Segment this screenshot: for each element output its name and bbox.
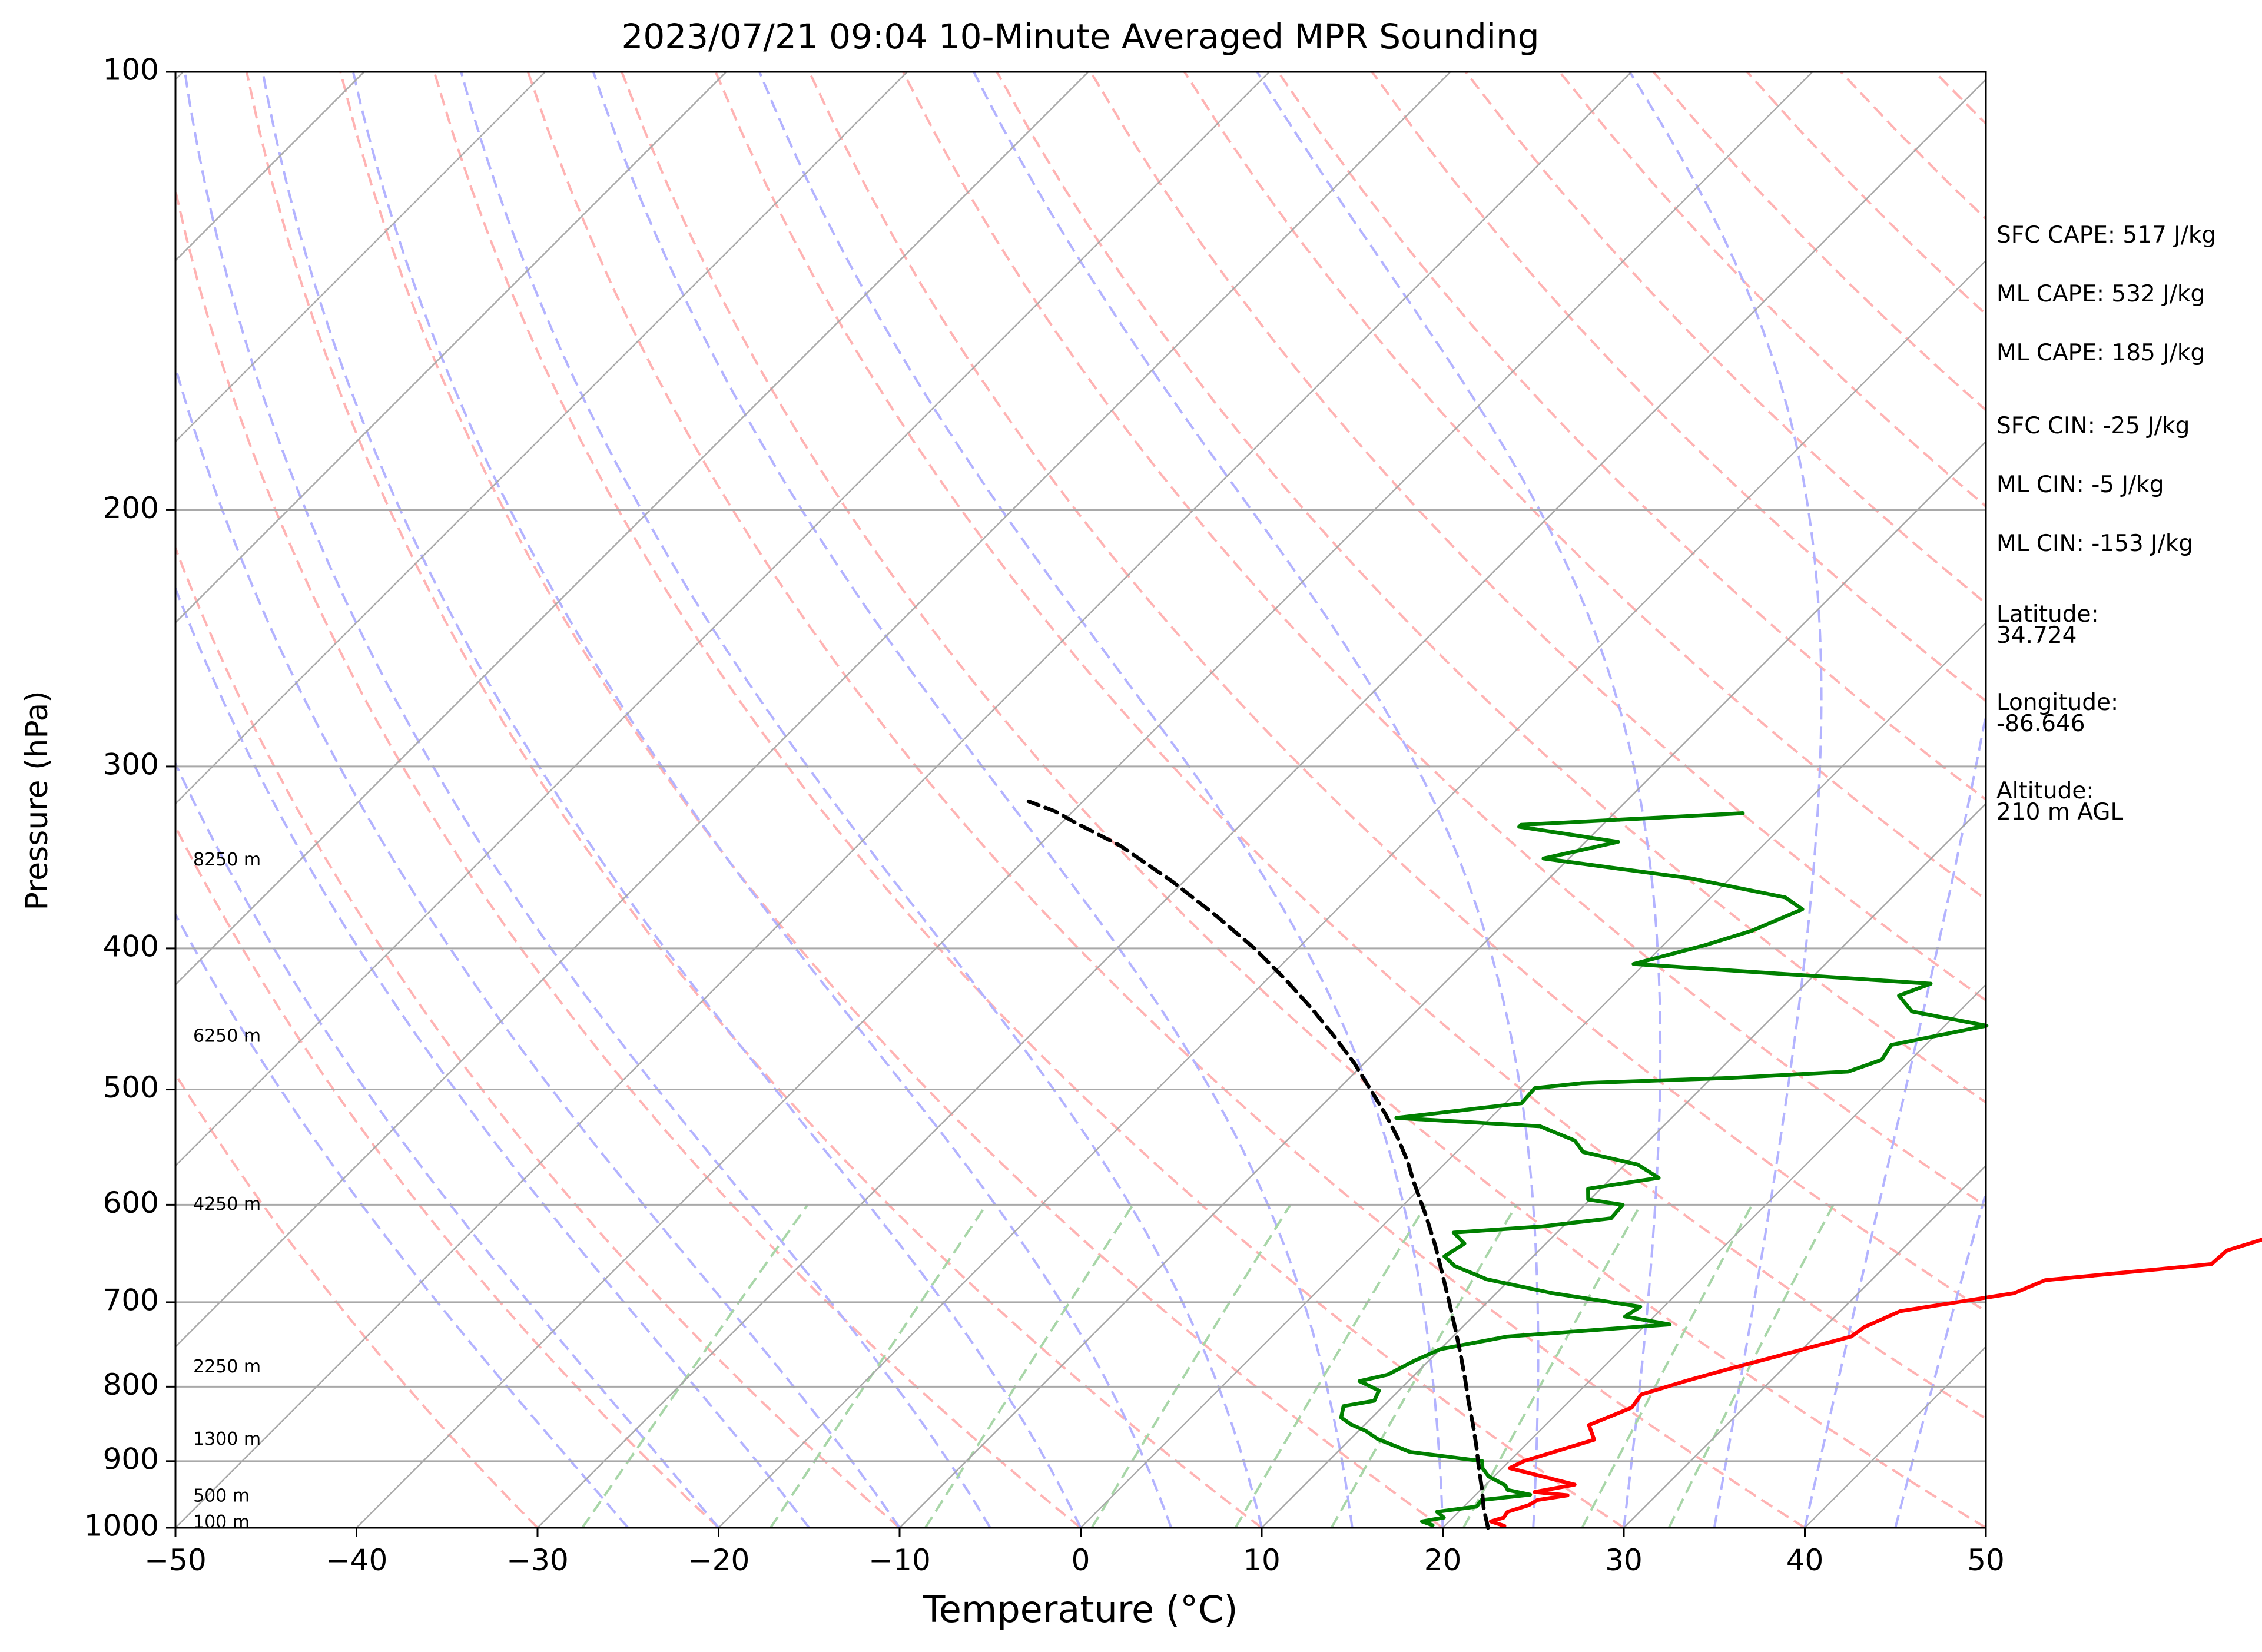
y-tick-label: 100 [103,53,159,87]
dry-adiabat [175,185,1082,1528]
isotherm [175,72,1451,1348]
x-tick-label: 0 [1072,1543,1090,1577]
dry-adiabat [433,72,1625,1528]
ml-cin-text: ML CIN: -5 J/kg [1996,472,2164,498]
x-tick-label: 40 [1786,1543,1824,1577]
isotherm [1261,802,1986,1528]
ml-cin-2-text: ML CIN: -153 J/kg [1996,530,2194,557]
isotherm [356,72,1813,1528]
y-tick-label: 500 [103,1070,159,1104]
moist-adiabat [1803,709,1986,1528]
moist-adiabat [973,72,1540,1528]
isotherm [1623,1165,1986,1528]
y-tick-label: 400 [103,929,159,963]
height-label: 100 m [193,1512,250,1532]
moist-adiabat [351,72,1173,1528]
dry-adiabat [175,824,719,1528]
moist-adiabat [1256,72,1662,1528]
moist-adiabat [183,72,991,1528]
moist-adiabat [175,363,901,1528]
isotherm [175,72,1089,986]
x-axis-ticks: −50 −40 −30 −20 −10 0 10 20 30 40 50 [144,1528,2005,1577]
y-tick-label: 1000 [84,1509,159,1543]
altitude-text: Altitude: 210 m AGL [1996,778,2124,825]
moist-adiabat [261,72,1082,1528]
ml-cape-text: ML CAPE: 532 J/kg [1996,281,2205,307]
x-axis-label: Temperature (°C) [922,1588,1238,1631]
isotherm [175,72,546,443]
y-tick-label: 600 [103,1186,159,1220]
y-tick-label: 200 [103,491,159,525]
moist-adiabat [1628,72,1823,1528]
x-tick-label: 50 [1967,1543,2005,1577]
mixing-ratio-line [581,1204,809,1528]
y-tick-label: 300 [103,747,159,781]
moist-adiabat [175,585,810,1528]
height-label: 1300 m [193,1429,261,1449]
ml-cape-2-text: ML CAPE: 185 J/kg [1996,340,2205,366]
x-tick-label: 10 [1243,1543,1281,1577]
height-labels: 8250 m 6250 m 4250 m 2250 m 1300 m 500 m 100 m [193,850,261,1532]
series-line-2 [1339,811,1989,1527]
isotherm [1442,983,1986,1528]
dry-adiabat [175,545,901,1528]
series-line-1 [1488,1238,2262,1528]
dry-adiabat [621,72,1986,1528]
height-label: 2250 m [193,1356,261,1377]
moist-adiabat [758,72,1444,1528]
dry-adiabat [714,72,1986,1420]
x-tick-label: 20 [1424,1543,1462,1577]
moist-adiabat [1894,1188,1986,1528]
x-tick-label: −30 [506,1543,569,1577]
dry-adiabat [1371,72,1986,703]
dry-adiabat [1277,72,1986,801]
y-axis-label: Pressure (hPa) [19,691,55,911]
dry-adiabat [1089,72,1986,1002]
sounding-profiles [1026,799,2262,1530]
x-tick-label: −50 [144,1543,207,1577]
y-tick-label: 700 [103,1283,159,1317]
longitude-text: Longitude: -86.646 [1996,689,2119,737]
isotherm [899,440,1986,1528]
height-label: 8250 m [193,850,261,870]
isotherm [175,72,908,805]
sfc-cape-text: SFC CAPE: 517 J/kg [1996,222,2217,248]
dry-adiabat [339,72,1444,1528]
height-label: 6250 m [193,1026,261,1047]
moist-adiabat [175,912,629,1528]
y-tick-label: 900 [103,1442,159,1476]
y-axis-ticks: 100 200 300 400 500 600 700 800 900 1000 [84,53,175,1543]
latitude-text: Latitude: 34.724 [1996,601,2099,649]
dry-adiabat [175,1072,539,1528]
sfc-cin-text: SFC CIN: -25 J/kg [1996,413,2190,439]
isotherm [1080,621,1986,1528]
moist-adiabat [175,761,720,1528]
background-lines [175,72,1986,1528]
moist-adiabat [460,72,1263,1528]
isotherm [537,78,1986,1528]
isotherm [718,259,1986,1528]
x-tick-label: −40 [326,1543,388,1577]
isotherm [175,72,727,624]
dry-adiabat [902,72,1986,1208]
dry-adiabat [526,72,1806,1528]
dry-adiabat [246,72,1263,1528]
isotherm [175,72,1270,1167]
moist-adiabat [592,72,1354,1528]
height-label: 500 m [193,1486,250,1507]
dry-adiabat [808,72,1986,1313]
isotherm [175,72,1632,1528]
x-tick-label: −20 [688,1543,750,1577]
height-label: 4250 m [193,1194,261,1215]
series-line-3 [1026,799,1490,1530]
y-tick-label: 800 [103,1368,159,1402]
x-tick-label: 30 [1605,1543,1643,1577]
x-tick-label: −10 [868,1543,931,1577]
chart-title: 2023/07/21 09:04 10-Minute Averaged MPR … [621,16,1539,57]
